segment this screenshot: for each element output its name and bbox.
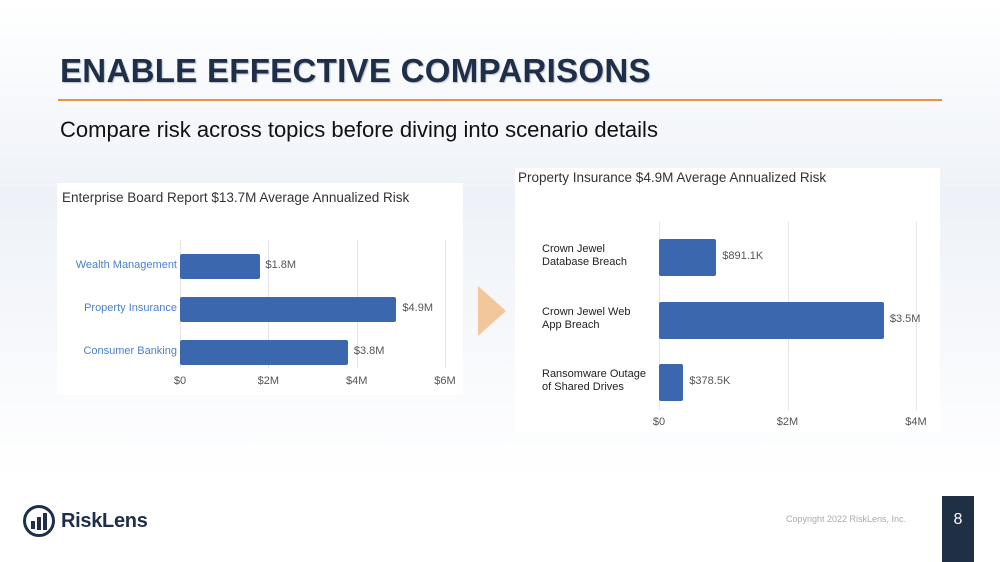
category-label: Crown Jewel Database Breach <box>542 243 627 269</box>
category-label-line: Database Breach <box>542 256 627 268</box>
slide-title: ENABLE EFFECTIVE COMPARISONS <box>60 52 651 89</box>
bar <box>180 253 260 279</box>
x-tick-label: $2M <box>776 416 799 428</box>
category-label-line: Crown Jewel <box>542 243 605 255</box>
gridline <box>916 222 917 410</box>
category-label-line: of Shared Drives <box>542 381 624 393</box>
category-label-line: Crown Jewel Web <box>542 306 631 318</box>
x-tick-label: $4M <box>345 375 368 387</box>
arrow-right-icon <box>478 286 506 336</box>
category-label: Wealth Management <box>75 259 177 271</box>
data-label: $4.9M <box>402 302 433 314</box>
slide-subtitle: Compare risk across topics before diving… <box>60 117 658 142</box>
copyright: Copyright 2022 RiskLens, Inc. <box>786 514 907 524</box>
data-label: $3.5M <box>889 313 921 325</box>
bar <box>659 238 717 276</box>
title-divider <box>58 99 942 101</box>
data-label: $378.5K <box>689 375 731 387</box>
category-label-line: App Breach <box>542 319 600 331</box>
x-tick-label: $0 <box>652 416 666 428</box>
category-label: Property Insurance <box>84 302 177 314</box>
logo-icon <box>23 505 55 537</box>
data-label: $1.8M <box>265 259 297 271</box>
x-tick-label: $6M <box>434 375 456 387</box>
bar <box>659 301 884 339</box>
bar <box>180 339 348 365</box>
data-label: $3.8M <box>353 345 385 357</box>
category-label: Ransomware Outage of Shared Drives <box>542 368 646 394</box>
gridline <box>445 240 446 368</box>
category-label: Consumer Banking <box>83 345 177 357</box>
bar <box>180 296 397 322</box>
category-label: Crown Jewel Web App Breach <box>542 306 630 332</box>
x-tick-label: $0 <box>173 375 187 387</box>
category-label-line: Ransomware Outage <box>542 368 646 380</box>
property-chart-panel <box>515 168 940 432</box>
risklens-logo: RiskLens <box>22 504 148 538</box>
data-label: $891.1K <box>722 250 764 262</box>
bar <box>659 363 684 401</box>
chart-title: Enterprise Board Report $13.7M Average A… <box>62 190 410 205</box>
logo-text: RiskLens <box>61 509 148 532</box>
x-tick-label: $4M <box>905 416 927 428</box>
x-tick-label: $2M <box>257 375 280 387</box>
page-number: 8 <box>942 496 974 562</box>
chart-title: Property Insurance $4.9M Average Annuali… <box>518 170 827 185</box>
